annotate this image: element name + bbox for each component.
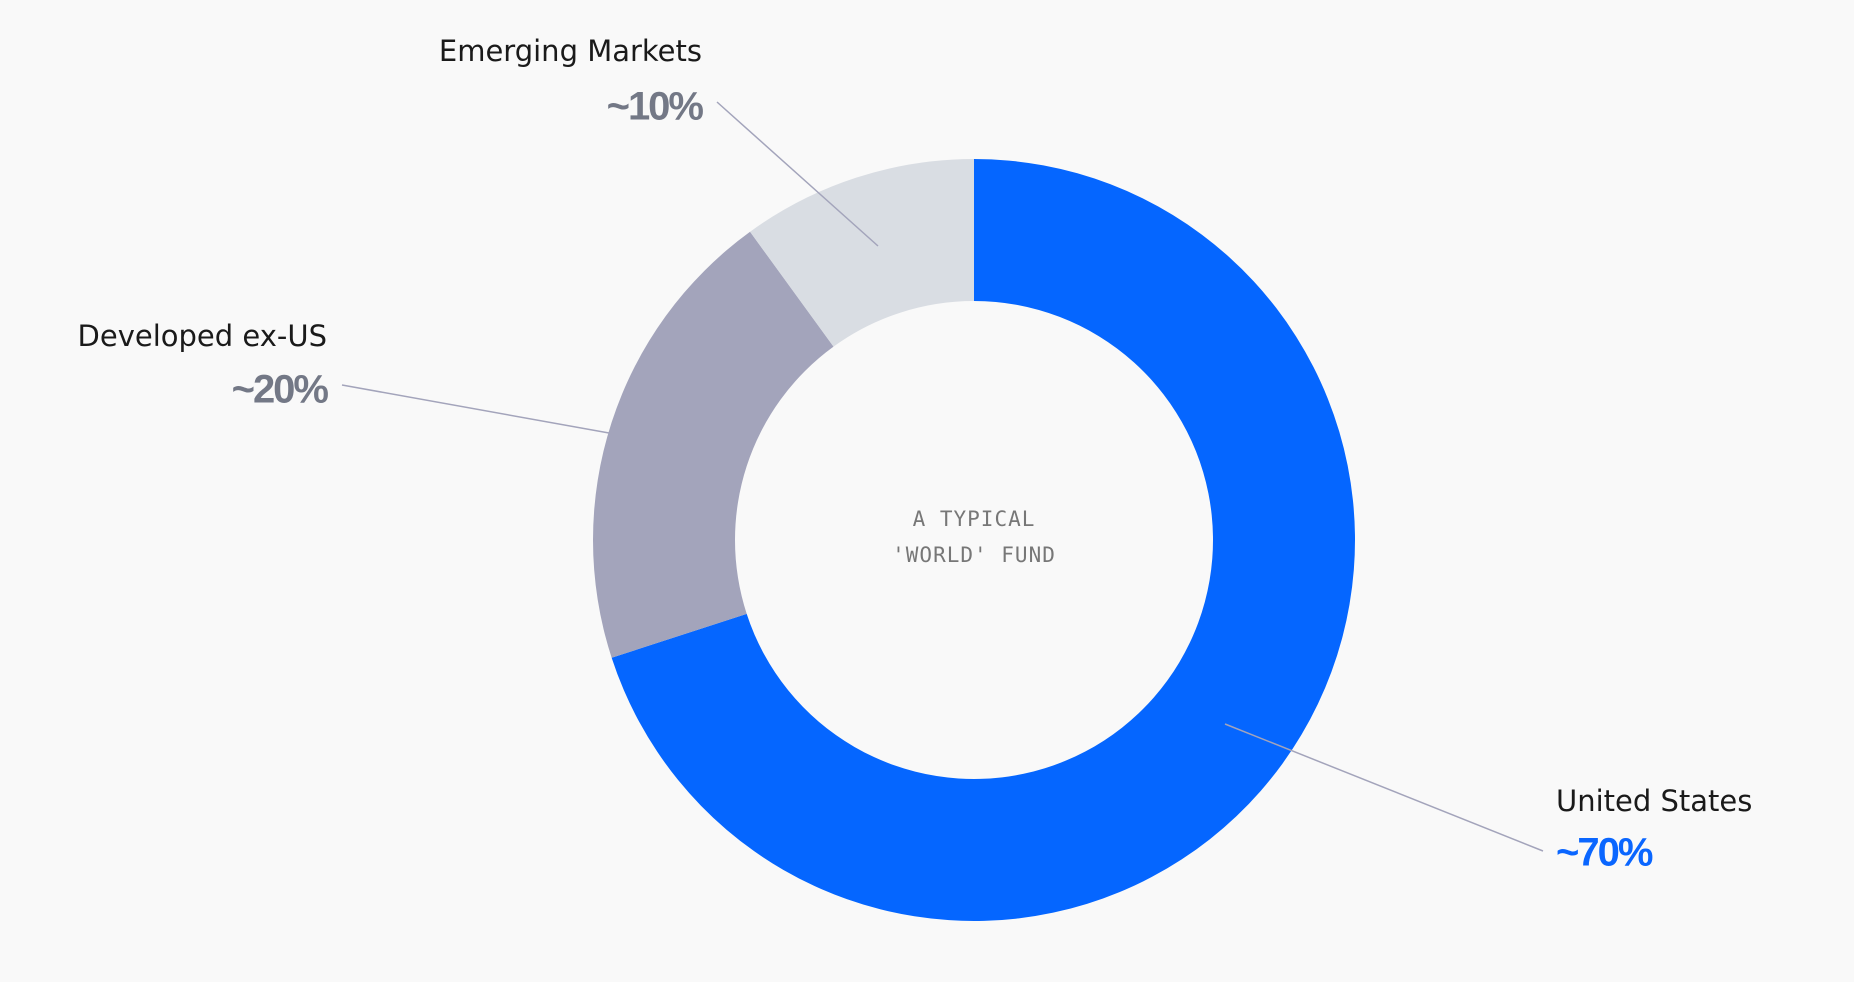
leader-line [716, 101, 879, 247]
value-label: ~10% [607, 85, 704, 129]
leader-line [341, 384, 610, 434]
slice-label: Emerging Markets [439, 34, 702, 68]
center-label: 'WORLD' FUND [892, 543, 1056, 567]
slice-label: United States [1556, 784, 1752, 818]
value-label: ~70% [1556, 831, 1653, 875]
donut-slice [611, 159, 1355, 921]
leader-line [1224, 723, 1544, 852]
donut-slice [750, 159, 974, 347]
value-label: ~20% [232, 368, 329, 412]
donut-slice [592, 231, 834, 658]
center-label: A TYPICAL [913, 507, 1036, 531]
slice-label: Developed ex-US [78, 319, 327, 353]
